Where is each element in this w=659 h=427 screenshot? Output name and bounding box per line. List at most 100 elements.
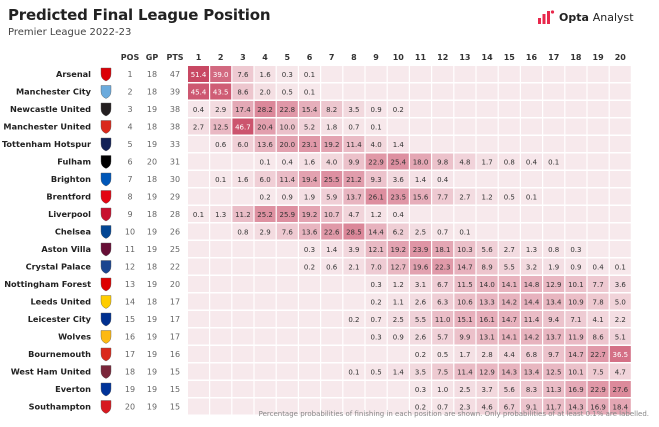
heatmap-cell: [299, 153, 320, 170]
heatmap-cell: [432, 101, 454, 117]
heatmap-cell: [387, 328, 409, 345]
heatmap-cell: [276, 153, 298, 170]
opta-bars-icon: [538, 10, 555, 24]
cell-label: 1.3: [526, 246, 537, 254]
brand-name: Opta: [559, 10, 589, 24]
heatmap-cell: [188, 241, 209, 257]
heatmap-cell: [276, 188, 298, 205]
position-header-13: 13: [459, 53, 470, 62]
cell-label: 20.0: [280, 141, 296, 149]
heatmap-cell: [432, 381, 454, 397]
cell-label: 22.9: [590, 386, 606, 394]
heatmap-cell: [365, 328, 387, 345]
cell-label: 0.1: [348, 369, 359, 377]
heatmap-cell: [188, 258, 209, 275]
heatmap-cell: [276, 171, 298, 187]
cell-label: 2.3: [459, 404, 470, 412]
cell-label: 14.2: [524, 334, 540, 342]
position-header-14: 14: [482, 53, 494, 62]
heatmap-cell: [476, 346, 498, 362]
heatmap-cell: [410, 328, 431, 345]
team-gp: 19: [147, 385, 157, 394]
rose-crest-icon: [100, 295, 112, 309]
heatmap-cell: [432, 188, 454, 205]
heatmap-cell: [365, 311, 387, 327]
heatmap-cell: [387, 171, 409, 187]
cell-label: 0.1: [260, 159, 271, 167]
heatmap-cell: [543, 223, 565, 240]
heatmap-cell: [410, 153, 431, 170]
heatmap-cell: [521, 118, 542, 135]
heatmap-cell: [232, 223, 254, 240]
cell-label: 6.0: [237, 141, 248, 149]
heatmap-cell: [299, 398, 320, 415]
team-pos: 6: [127, 158, 132, 167]
cell-label: 0.7: [437, 404, 448, 412]
heatmap-cell: [543, 171, 565, 187]
heatmap-cell: [609, 188, 631, 205]
heatmap-cell: [476, 241, 498, 257]
heatmap-cell: [188, 223, 209, 240]
heatmap-cell: [188, 83, 209, 100]
cell-label: 14.0: [479, 281, 495, 289]
heatmap-cell: [565, 206, 587, 222]
heatmap-cell: [587, 346, 609, 362]
heatmap-cell: [609, 293, 631, 310]
heatmap-cell: [188, 171, 209, 187]
heatmap-cell: [188, 66, 209, 82]
heatmap-cell: [476, 153, 498, 170]
heatmap-cell: [232, 311, 254, 327]
cell-label: 25.5: [324, 176, 340, 184]
heatmap-cell: [254, 276, 276, 292]
heatmap-cell: [254, 293, 276, 310]
heatmap-cell: [432, 311, 454, 327]
heatmap-cell: [476, 276, 498, 292]
cell-label: 45.4: [191, 89, 207, 97]
cell-label: 5.2: [304, 124, 315, 132]
heatmap-cell: [454, 136, 476, 152]
team-pts: 15: [170, 368, 180, 377]
heatmap-cell: [254, 328, 276, 345]
position-header-5: 5: [285, 53, 291, 62]
team-pts: 26: [170, 228, 180, 237]
heatmap-cell: [543, 293, 565, 310]
cell-label: 3.5: [348, 106, 359, 114]
team-pts: 25: [170, 245, 180, 254]
eagle-crest-icon: [100, 85, 112, 99]
heatmap-cell: [476, 136, 498, 152]
heatmap-cell: [210, 328, 232, 345]
heatmap-cell: [454, 101, 476, 117]
heatmap-cell: [299, 136, 320, 152]
cell-label: 5.5: [504, 264, 515, 272]
heatmap-cell: [476, 293, 498, 310]
cell-label: 0.2: [415, 351, 426, 359]
heatmap-cell: [454, 293, 476, 310]
heatmap-cell: [299, 206, 320, 222]
heatmap-cell: [543, 381, 565, 397]
fulham-crest-icon: [100, 155, 112, 169]
heatmap-cell: [210, 241, 232, 257]
heatmap-cell: [498, 381, 520, 397]
cell-label: 0.3: [570, 246, 581, 254]
heatmap-cell: [188, 328, 209, 345]
cell-label: 6.7: [437, 281, 448, 289]
cell-label: 0.9: [393, 334, 404, 342]
heatmap-cell: [188, 101, 209, 117]
heatmap-cell: [454, 188, 476, 205]
cell-label: 15.6: [413, 194, 429, 202]
heatmap-cell: [587, 328, 609, 345]
heatmap-cell: [565, 223, 587, 240]
cell-label: 12.5: [546, 369, 562, 377]
heatmap-cell: [276, 136, 298, 152]
team-name: Arsenal: [56, 69, 91, 79]
team-pts: 38: [170, 105, 180, 114]
heatmap-cell: [210, 118, 232, 135]
heatmap-cell: [343, 276, 365, 292]
cell-label: 0.9: [282, 194, 293, 202]
heatmap-cell: [321, 101, 343, 117]
heatmap-cell: [387, 206, 409, 222]
cell-label: 2.5: [415, 229, 426, 237]
heatmap-cell: [343, 311, 365, 327]
heatmap-cell: [543, 276, 565, 292]
heatmap-cell: [498, 346, 520, 362]
